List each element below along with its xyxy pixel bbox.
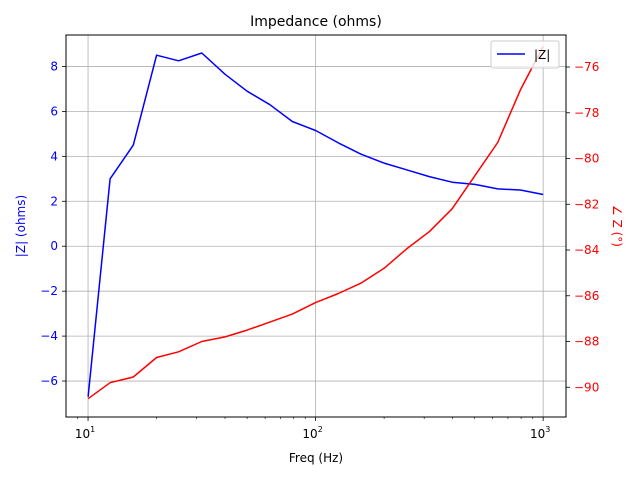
series-line-phase (87, 46, 544, 400)
y-tick-label-left: 8 (50, 59, 58, 73)
y-tick-label-right: −78 (574, 106, 599, 120)
x-tick-label: 102 (302, 425, 322, 441)
y-tick-label-left: 6 (50, 104, 58, 118)
grid-layer (66, 35, 566, 417)
chart-title: Impedance (ohms) (250, 14, 382, 30)
x-axis-label: Freq (Hz) (289, 451, 343, 465)
legend-label-magnitude: |Z| (534, 48, 550, 62)
legend: |Z| (490, 40, 560, 69)
y-tick-label-left: −2 (40, 284, 58, 298)
y-tick-label-right: −80 (574, 152, 599, 166)
y-tick-label-left: −6 (40, 374, 58, 388)
y-axis-label-left: |Z| (ohms) (14, 195, 28, 257)
y-tick-label-right: −86 (574, 289, 599, 303)
series-layer (87, 46, 544, 400)
y-tick-label-left: 2 (50, 194, 58, 208)
y-tick-label-right: −82 (574, 197, 599, 211)
y-axis-label-right: ∠ Z (°) (610, 205, 624, 247)
y-tick-label-left: 4 (50, 149, 58, 163)
y-tick-label-right: −90 (574, 380, 599, 394)
y-tick-label-right: −84 (574, 243, 599, 257)
y-tick-label-left: −4 (40, 329, 58, 343)
y-tick-label-right: −76 (574, 60, 599, 74)
series-line-magnitude (87, 52, 544, 397)
y-tick-label-right: −88 (574, 335, 599, 349)
y-tick-label-left: 0 (50, 239, 58, 253)
x-tick-label: 103 (530, 425, 550, 441)
ticks-layer: 101 102 103 −6 −4 −2 0 2 4 6 8 −90 −88 −86 −84 −82 −80 −7… (40, 59, 599, 441)
x-tick-label: 101 (75, 425, 95, 441)
